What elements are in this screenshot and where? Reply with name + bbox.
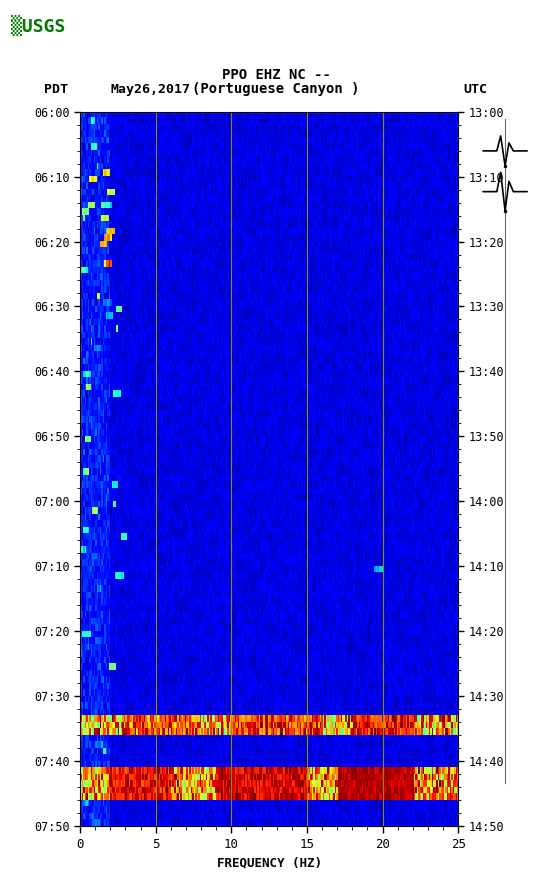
Text: (Portuguese Canyon ): (Portuguese Canyon ): [192, 81, 360, 96]
Text: May26,2017: May26,2017: [110, 82, 190, 96]
Text: PDT: PDT: [44, 82, 68, 96]
Text: PPO EHZ NC --: PPO EHZ NC --: [221, 68, 331, 82]
Text: ▒USGS: ▒USGS: [11, 14, 66, 36]
X-axis label: FREQUENCY (HZ): FREQUENCY (HZ): [216, 856, 322, 870]
Text: UTC: UTC: [464, 82, 487, 96]
